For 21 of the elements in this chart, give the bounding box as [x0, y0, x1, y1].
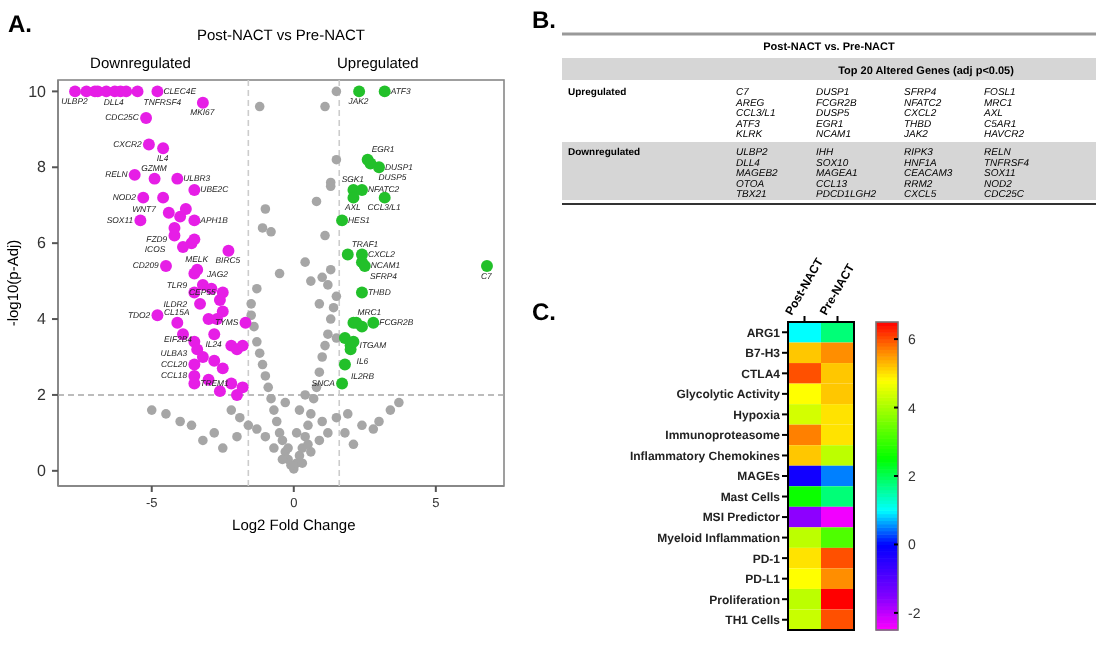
y-tick-label: 10 [28, 82, 48, 101]
point [367, 316, 380, 329]
point [341, 248, 354, 261]
point [336, 214, 349, 227]
y-tick-label: 0 [37, 461, 48, 480]
point [373, 161, 385, 174]
point [338, 358, 351, 371]
text: C. [532, 298, 556, 326]
point [378, 191, 391, 204]
point [480, 259, 493, 272]
y-tick-label: 4 [37, 310, 48, 329]
point [355, 320, 368, 333]
text: B. [532, 6, 556, 34]
text: A. [8, 10, 32, 38]
point [336, 377, 349, 390]
y-tick-label: 6 [37, 234, 48, 253]
point [378, 85, 391, 98]
y-tick-label: 2 [37, 386, 48, 405]
y-tick-label: 8 [37, 158, 48, 177]
point [355, 286, 368, 299]
point [353, 85, 366, 98]
